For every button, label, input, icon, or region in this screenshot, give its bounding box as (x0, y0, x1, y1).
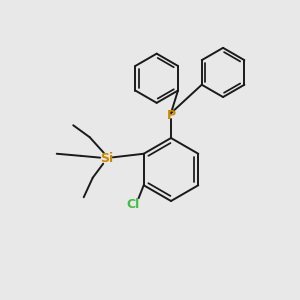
Text: P: P (167, 109, 176, 122)
Text: Si: Si (100, 152, 113, 165)
Text: Cl: Cl (127, 198, 140, 211)
